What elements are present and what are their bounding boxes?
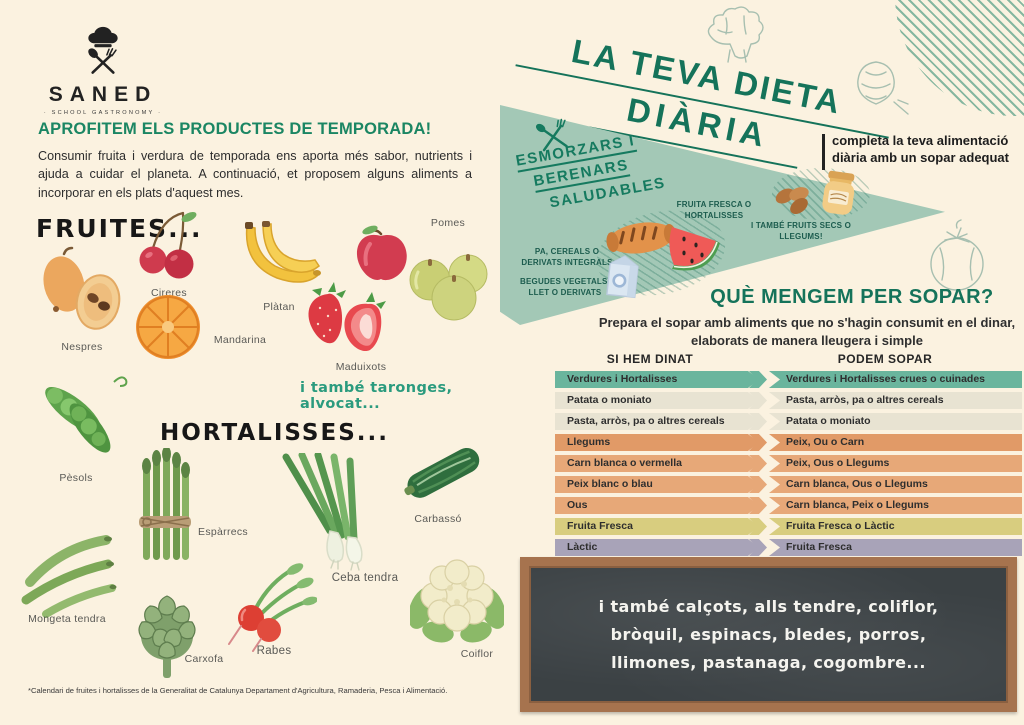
peas-illustration [45, 376, 128, 453]
red-apple-illustration [356, 225, 407, 281]
row-left-cell: Carn blanca o vermella [555, 455, 759, 472]
artichoke-sketch-icon [857, 61, 909, 115]
row-left-cell: Pasta, arròs, pa o altres cereals [555, 413, 759, 430]
veggie-label-ceba: Ceba tendra [331, 572, 399, 584]
brand-name: SANED [48, 83, 158, 106]
veggies-title: HORTALISSES... [160, 420, 389, 446]
zucchini-illustration [404, 447, 480, 498]
row-left-cell: Verdures i Hortalisses [555, 371, 759, 388]
veggie-label-rabes: Rabes [256, 645, 292, 657]
row-left-cell: Ous [555, 497, 759, 514]
row-left-cell: Llegums [555, 434, 759, 451]
chevron-icon [749, 392, 767, 409]
breakfast-item-nuts-label: I TAMBÉ FRUITS SECS O LLEGUMS! [750, 221, 852, 241]
asparagus-illustration [139, 448, 191, 560]
cherries-illustration [139, 211, 197, 279]
veggie-label-carxofa: Carxofa [184, 653, 224, 665]
chevron-icon [749, 539, 767, 556]
striped-circle-decoration [895, 0, 1024, 116]
complete-note-divider [822, 134, 825, 170]
veggie-label-esparrecs: Espàrrecs [198, 526, 248, 538]
banana-illustration [245, 221, 321, 283]
footnote: *Calendari de fruites i hortalisses de l… [28, 686, 448, 695]
row-right-cell: Carn blanca, Peix o Llegums [769, 497, 1022, 514]
complete-note: completa la teva alimentació diària amb … [832, 133, 1009, 165]
cauliflower-illustration [410, 559, 504, 643]
veggie-label-coliflor: Coiflor [460, 648, 494, 660]
strawberries-illustration [308, 282, 386, 352]
breakfast-item-fruit-label: FRUITA FRESCA O HORTALISSES [676, 200, 752, 220]
chalkboard: i també calçots, alls tendre, coliflor, … [520, 557, 1017, 712]
watermelon-illustration [669, 227, 720, 271]
almonds-illustration [775, 187, 809, 214]
table-row: Llegums Peix, Ou o Carn [555, 434, 1022, 455]
table-row: Peix blanc o blau Carn blanca, Ous o Lle… [555, 476, 1022, 497]
milk-carton-illustration [606, 255, 639, 299]
green-apples-illustration [409, 254, 488, 321]
brand-tagline: · SCHOOL GASTRONOMY · [43, 110, 163, 116]
brand-logo: SANED · SCHOOL GASTRONOMY · [40, 26, 166, 116]
fruits-title: FRUITES... [36, 214, 203, 243]
row-right-cell: Patata o moniato [769, 413, 1022, 430]
loquats-illustration [43, 246, 121, 330]
row-right-cell: Fruita Fresca [769, 539, 1022, 556]
left-heading: APROFITEM ELS PRODUCTES DE TEMPORADA! [38, 120, 432, 138]
row-right-cell: Fruita Fresca o Làctic [769, 518, 1022, 535]
fruit-label-mandarina: Mandarina [213, 334, 267, 346]
row-right-cell: Pasta, arròs, pa o altres cereals [769, 392, 1022, 409]
broccoli-sketch-icon [707, 6, 764, 63]
dinner-table: Verdures i Hortalisses Verdures i Hortal… [555, 371, 1022, 560]
row-left-cell: Patata o moniato [555, 392, 759, 409]
veggie-label-pesols: Pèsols [59, 472, 93, 484]
chevron-icon [749, 413, 767, 430]
chevron-icon [749, 518, 767, 535]
row-right-cell: Verdures i Hortalisses crues o cuinades [769, 371, 1022, 388]
chevron-icon [749, 371, 767, 388]
breakfast-item-bread-label: PA, CEREALS O DERIVATS INTEGRALS [521, 247, 613, 267]
chevron-icon [749, 476, 767, 493]
row-left-cell: Fruita Fresca [555, 518, 759, 535]
dinner-subheading: Prepara el sopar amb aliments que no s'h… [598, 315, 1016, 348]
fruit-label-platan: Plàtan [263, 301, 295, 313]
dinner-heading: QUÈ MENGEM PER SOPAR? [710, 286, 994, 308]
row-right-cell: Peix, Ous o Llegums [769, 455, 1022, 472]
fruit-label-cireres: Cireres [151, 287, 187, 299]
chevron-icon [749, 434, 767, 451]
fruit-label-pomes: Pomes [430, 217, 466, 229]
green-beans-illustration [21, 535, 117, 618]
veggie-label-mongeta: Mongeta tendra [28, 613, 106, 625]
chalkboard-note: i també calçots, alls tendre, coliflor, … [598, 596, 939, 672]
row-left-cell: Peix blanc o blau [555, 476, 759, 493]
left-intro: Consumir fruita i verdura de temporada e… [38, 149, 472, 200]
chef-hat-cutlery-icon [88, 26, 118, 74]
row-right-cell: Carn blanca, Ous o Llegums [769, 476, 1022, 493]
artichoke-illustration [138, 595, 196, 678]
dinner-col-right-header: PODEM SOPAR [837, 352, 933, 366]
table-row: Pasta, arròs, pa o altres cereals Patata… [555, 413, 1022, 434]
veggie-label-carbasso: Carbassó [414, 513, 462, 525]
radishes-illustration [228, 563, 317, 652]
spring-onion-illustration [282, 453, 363, 571]
table-row: Fruita Fresca Fruita Fresca o Làctic [555, 518, 1022, 539]
chevron-icon [749, 455, 767, 472]
mandarin-illustration [136, 295, 200, 359]
spoon-fork-icon [535, 118, 568, 152]
tomato-sketch-icon [930, 219, 984, 291]
table-row: Ous Carn blanca, Peix o Llegums [555, 497, 1022, 518]
row-right-cell: Peix, Ou o Carn [769, 434, 1022, 451]
table-row: Patata o moniato Pasta, arròs, pa o altr… [555, 392, 1022, 413]
table-row: Verdures i Hortalisses Verdures i Hortal… [555, 371, 1022, 392]
jar-illustration [822, 170, 855, 215]
table-row: Carn blanca o vermella Peix, Ous o Llegu… [555, 455, 1022, 476]
fruits-note: i també taronges, alvocat... [300, 380, 453, 412]
row-left-cell: Làctic [555, 539, 759, 556]
fruit-label-maduixots: Maduixots [335, 361, 387, 373]
fruit-label-nespres: Nespres [61, 341, 103, 353]
dinner-col-left-header: SI HEM DINAT [606, 352, 694, 366]
breakfast-item-drinks-label: BEGUDES VEGETALS, LLET O DERIVATS [520, 277, 610, 297]
table-row: Làctic Fruita Fresca [555, 539, 1022, 560]
chevron-icon [749, 497, 767, 514]
